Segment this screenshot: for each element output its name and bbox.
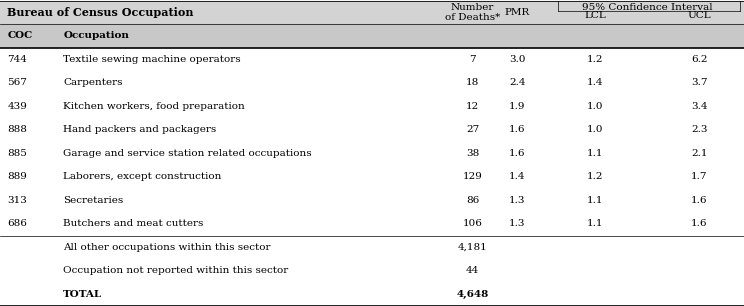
Bar: [0, 212, 744, 236]
Text: 1.6: 1.6: [691, 219, 708, 228]
Text: 129: 129: [463, 172, 482, 181]
Text: COC: COC: [7, 32, 33, 40]
Bar: [0, 236, 744, 259]
Text: 3.0: 3.0: [509, 55, 525, 64]
Text: 1.1: 1.1: [587, 219, 603, 228]
Text: 1.0: 1.0: [587, 102, 603, 111]
Text: 1.0: 1.0: [587, 125, 603, 134]
Text: 2.1: 2.1: [691, 149, 708, 158]
Text: 1.2: 1.2: [587, 172, 603, 181]
Text: Garage and service station related occupations: Garage and service station related occup…: [63, 149, 312, 158]
Bar: [0, 188, 744, 212]
Text: 6.2: 6.2: [691, 55, 708, 64]
Bar: [0, 259, 744, 282]
Text: 1.4: 1.4: [587, 78, 603, 87]
Text: 7: 7: [469, 55, 475, 64]
Text: 1.7: 1.7: [691, 172, 708, 181]
Text: 27: 27: [466, 125, 479, 134]
Text: All other occupations within this sector: All other occupations within this sector: [63, 243, 271, 252]
Text: 2.3: 2.3: [691, 125, 708, 134]
Text: PMR: PMR: [504, 8, 530, 17]
Text: 95% Confidence Interval: 95% Confidence Interval: [582, 3, 713, 12]
Text: 4,181: 4,181: [458, 243, 487, 252]
Text: 313: 313: [7, 196, 28, 205]
Text: 889: 889: [7, 172, 28, 181]
Bar: [0, 118, 744, 142]
Text: 439: 439: [7, 102, 28, 111]
Text: TOTAL: TOTAL: [63, 290, 103, 299]
Text: 1.2: 1.2: [587, 55, 603, 64]
Bar: [0, 165, 744, 188]
Text: 1.6: 1.6: [691, 196, 708, 205]
Text: Textile sewing machine operators: Textile sewing machine operators: [63, 55, 241, 64]
Bar: [0, 48, 744, 71]
Text: Laborers, except construction: Laborers, except construction: [63, 172, 222, 181]
Text: 1.6: 1.6: [509, 149, 525, 158]
Text: Butchers and meat cutters: Butchers and meat cutters: [63, 219, 204, 228]
Text: 686: 686: [7, 219, 28, 228]
Text: 12: 12: [466, 102, 479, 111]
Text: 3.7: 3.7: [691, 78, 708, 87]
Text: 1.6: 1.6: [509, 125, 525, 134]
Text: 888: 888: [7, 125, 28, 134]
Bar: [0, 282, 744, 306]
Text: UCL: UCL: [687, 11, 711, 21]
Text: 1.4: 1.4: [509, 172, 525, 181]
Text: 18: 18: [466, 78, 479, 87]
Text: 38: 38: [466, 149, 479, 158]
Text: 744: 744: [7, 55, 28, 64]
Text: 1.1: 1.1: [587, 196, 603, 205]
Text: Kitchen workers, food preparation: Kitchen workers, food preparation: [63, 102, 245, 111]
Text: 567: 567: [7, 78, 28, 87]
Text: 1.1: 1.1: [587, 149, 603, 158]
Text: Bureau of Census Occupation: Bureau of Census Occupation: [7, 7, 194, 18]
Text: 1.9: 1.9: [509, 102, 525, 111]
Text: 885: 885: [7, 149, 28, 158]
Bar: [0, 1, 744, 24]
Text: 44: 44: [466, 266, 479, 275]
Text: 1.3: 1.3: [509, 196, 525, 205]
Text: 4,648: 4,648: [456, 290, 489, 299]
Bar: [0, 142, 744, 165]
Text: Occupation: Occupation: [63, 32, 129, 40]
Text: 3.4: 3.4: [691, 102, 708, 111]
Bar: [0, 24, 744, 48]
Bar: [0, 71, 744, 95]
Text: 2.4: 2.4: [509, 78, 525, 87]
Text: Occupation not reported within this sector: Occupation not reported within this sect…: [63, 266, 289, 275]
Text: Carpenters: Carpenters: [63, 78, 123, 87]
Text: Secretaries: Secretaries: [63, 196, 124, 205]
Text: Hand packers and packagers: Hand packers and packagers: [63, 125, 217, 134]
Text: 86: 86: [466, 196, 479, 205]
Text: LCL: LCL: [584, 11, 606, 21]
Bar: [0, 95, 744, 118]
Text: 1.3: 1.3: [509, 219, 525, 228]
Text: Number
of Deaths*: Number of Deaths*: [445, 3, 500, 22]
Text: 106: 106: [463, 219, 482, 228]
